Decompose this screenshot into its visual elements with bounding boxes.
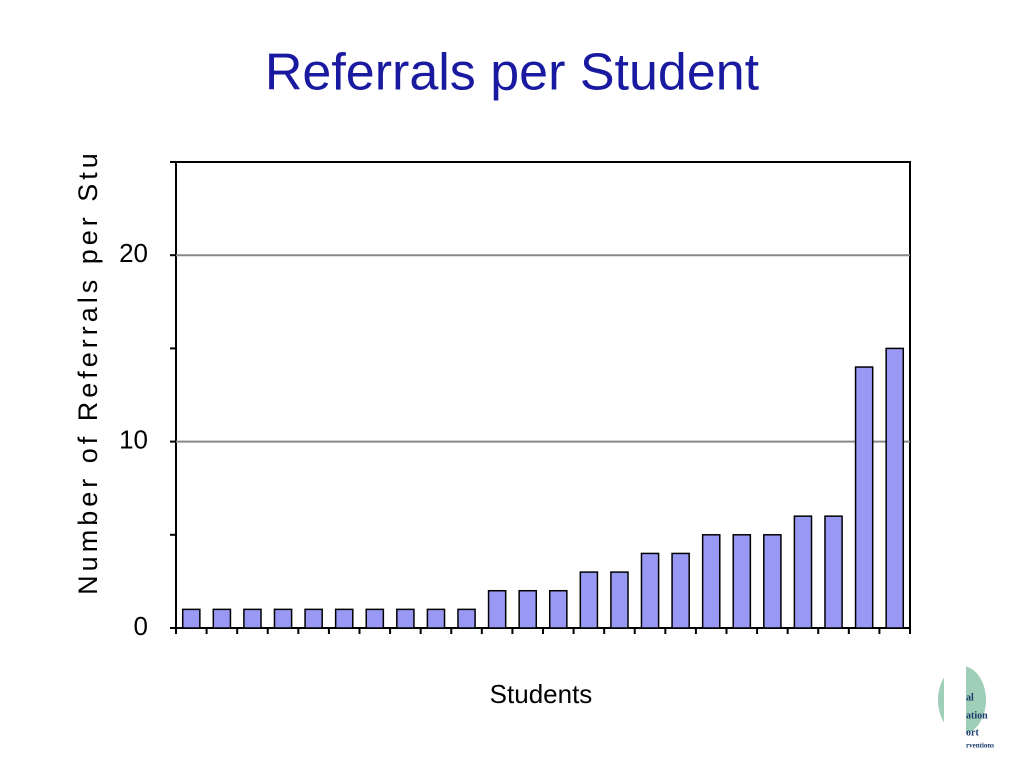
bar xyxy=(212,608,232,629)
y-axis-label: Number of Referrals per Stu xyxy=(73,149,103,595)
bar xyxy=(243,608,262,629)
bar xyxy=(304,608,323,629)
bar xyxy=(365,608,385,629)
bar xyxy=(487,589,507,629)
logo-mask xyxy=(944,660,966,760)
bar xyxy=(610,571,629,629)
bar xyxy=(793,515,813,629)
bar xyxy=(334,608,354,629)
bar xyxy=(579,571,599,629)
bar xyxy=(763,534,782,629)
bar xyxy=(181,608,201,629)
y-tick-label: 10 xyxy=(119,424,148,454)
bar xyxy=(640,552,660,629)
chart-title: Referrals per Student xyxy=(265,44,760,102)
logo-text: rventions xyxy=(966,742,994,750)
bar xyxy=(701,534,721,629)
logo: al ation ort rventions xyxy=(938,660,994,760)
bar xyxy=(518,589,538,629)
bar xyxy=(396,608,415,629)
x-axis-label: Students xyxy=(490,679,593,709)
bar xyxy=(885,347,905,629)
bar xyxy=(273,608,293,629)
bar xyxy=(824,515,843,629)
logo-text: al xyxy=(966,692,974,703)
bar xyxy=(671,552,690,629)
bar xyxy=(854,366,874,629)
logo-text: ation xyxy=(966,710,988,721)
bar xyxy=(457,608,476,629)
y-tick-label: 0 xyxy=(134,611,148,641)
bar xyxy=(426,608,446,629)
bar xyxy=(548,589,568,629)
logo-text: ort xyxy=(966,727,979,738)
y-tick-label: 20 xyxy=(119,238,148,268)
bar xyxy=(732,534,752,629)
